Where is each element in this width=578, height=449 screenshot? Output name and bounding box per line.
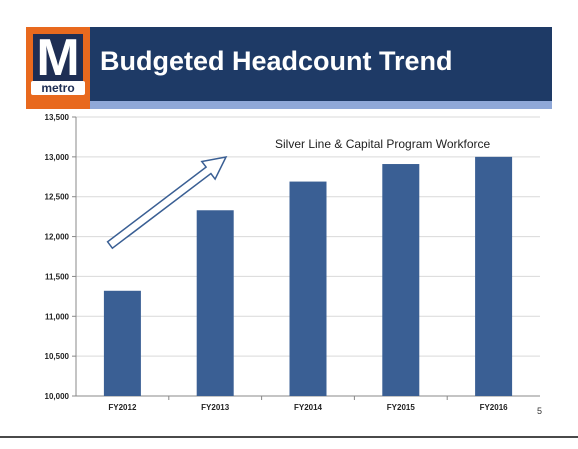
y-tick-label: 11,000: [45, 312, 70, 321]
x-tick-label: FY2013: [201, 403, 230, 412]
x-tick-label: FY2012: [108, 403, 137, 412]
y-tick-label: 10,000: [45, 392, 70, 401]
bottom-rule: [0, 436, 578, 438]
y-tick-labels: 10,000 10,500 11,000 11,500 12,000 12,500 13,0…: [45, 113, 70, 401]
x-tick-labels: FY2012 FY2013 FY2014 FY2015 FY2016: [108, 403, 508, 412]
bar-fy2016: [475, 156, 513, 396]
bar-fy2014: [289, 181, 327, 396]
bars: [103, 156, 513, 396]
trend-arrow-icon: [106, 155, 228, 250]
y-tick-label: 12,500: [45, 193, 70, 202]
metro-logo-word: metro: [31, 81, 85, 95]
title-banner-stripe: [88, 101, 552, 109]
metro-logo-letter: M: [36, 29, 80, 87]
y-tick-label: 13,000: [45, 153, 70, 162]
slide-title: Budgeted Headcount Trend: [100, 46, 453, 76]
x-tick-label: FY2015: [387, 403, 416, 412]
x-tick-label: FY2016: [480, 403, 509, 412]
bar-fy2015: [382, 164, 420, 396]
x-tick-label: FY2014: [294, 403, 323, 412]
bar-fy2013: [196, 210, 234, 396]
page-number: 5: [537, 406, 543, 416]
chart-annotation: Silver Line & Capital Program Workforce: [275, 137, 491, 151]
y-tick-label: 11,500: [45, 272, 70, 281]
trend-arrow-shape: [106, 155, 228, 250]
title-banner: [26, 27, 552, 101]
bar-fy2012: [103, 290, 141, 396]
y-tick-label: 13,500: [45, 113, 70, 122]
y-tick-label: 10,500: [45, 352, 70, 361]
y-tick-label: 12,000: [45, 233, 70, 242]
